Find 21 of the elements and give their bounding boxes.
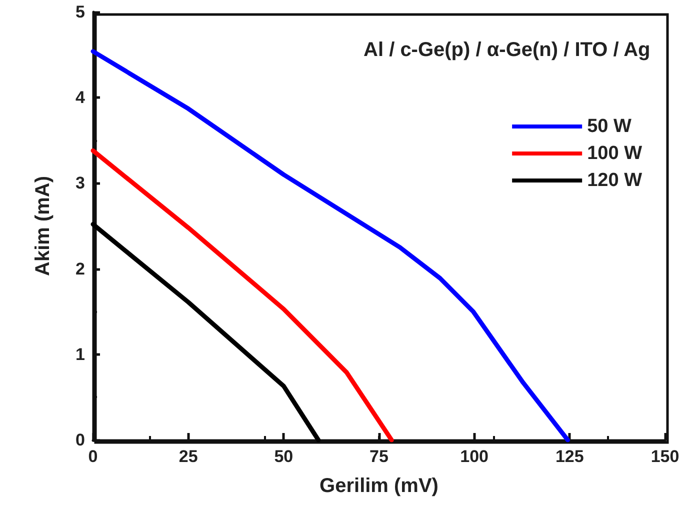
x-tick-label: 25 — [178, 447, 198, 466]
y-axis-title: Akim (mA) — [32, 176, 54, 276]
y-tick-label: 4 — [76, 88, 86, 108]
legend-label: 120 W — [587, 170, 642, 191]
x-tick-label: 75 — [370, 447, 388, 466]
y-tick-label: 3 — [76, 174, 85, 193]
x-tick-label: 100 — [460, 447, 489, 466]
annotation: Al / c-Ge(p) / α-Ge(n) / ITO / Ag — [364, 39, 650, 61]
x-tick-label: 125 — [555, 447, 584, 466]
y-tick-label: 0 — [76, 430, 85, 450]
y-tick-label: 1 — [76, 344, 85, 364]
x-tick-label: 0 — [88, 447, 98, 466]
legend-label: 100 W — [587, 143, 642, 164]
x-axis-title: Gerilim (mV) — [320, 475, 438, 497]
y-tick-label: 2 — [76, 259, 85, 278]
line-series — [90, 148, 394, 442]
x-tick-label: 50 — [274, 447, 294, 466]
x-tick-label: 150 — [650, 447, 680, 466]
y-tick-label: 5 — [76, 2, 85, 22]
line-series — [90, 222, 321, 442]
legend-label: 50 W — [587, 116, 632, 137]
